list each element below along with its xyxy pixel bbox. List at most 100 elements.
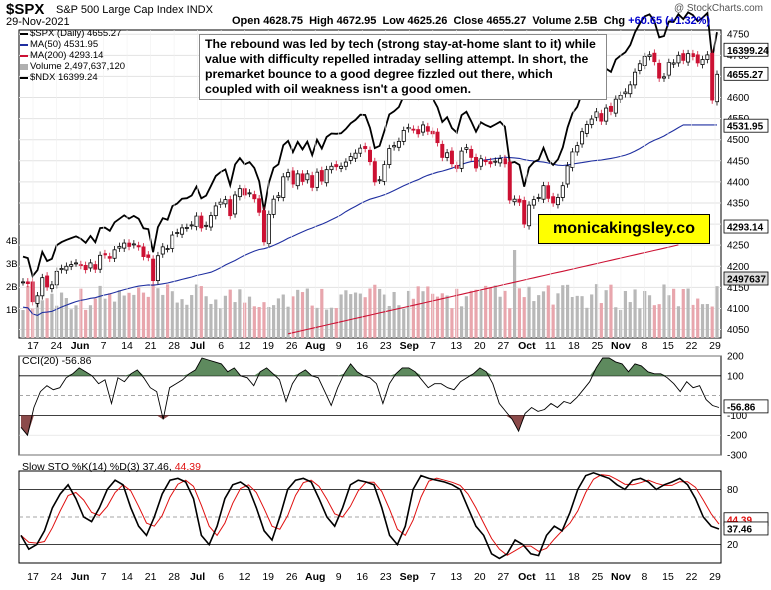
volume-bar bbox=[151, 284, 155, 338]
volume-bar bbox=[517, 288, 522, 338]
close-label: Close bbox=[453, 15, 484, 27]
candle-body bbox=[425, 126, 430, 132]
volume-bar bbox=[69, 309, 73, 338]
volume-bar bbox=[194, 284, 199, 338]
sto-d-badge: 44.39 bbox=[727, 515, 752, 526]
volume-bar bbox=[296, 289, 300, 338]
volume-bar bbox=[633, 289, 637, 338]
volume-bar bbox=[411, 298, 415, 338]
candle-body bbox=[117, 246, 122, 249]
candle-body bbox=[623, 91, 628, 95]
legend-entry: $NDX 16399.24 bbox=[20, 72, 125, 83]
volume-bar bbox=[127, 292, 131, 338]
sto-tick-label: 20 bbox=[727, 540, 739, 551]
volume-bar bbox=[450, 308, 454, 338]
volume-badge-box bbox=[723, 271, 769, 286]
volume-bar bbox=[464, 296, 468, 338]
candle-body bbox=[204, 224, 209, 227]
candle-body bbox=[271, 198, 276, 215]
cci-tick-label: -300 bbox=[727, 451, 747, 462]
volume-bar bbox=[112, 301, 117, 338]
volume-bar bbox=[686, 288, 690, 338]
x-tick-label: 12 bbox=[239, 571, 251, 583]
volume-bar bbox=[508, 308, 512, 338]
volume-bar bbox=[21, 310, 25, 338]
ma200-badge: 4293.14 bbox=[727, 223, 764, 234]
volume-bar bbox=[594, 284, 599, 338]
volume-bar bbox=[459, 306, 464, 338]
volume-bar bbox=[503, 290, 507, 338]
candle-body bbox=[604, 107, 609, 122]
candle-body bbox=[608, 105, 613, 112]
price-tick-label: 4350 bbox=[727, 198, 750, 209]
candle-body bbox=[88, 262, 93, 269]
volume-bar bbox=[175, 302, 179, 338]
x-tick-label: 7 bbox=[430, 340, 436, 352]
cci-badge-box bbox=[723, 399, 769, 414]
candle-body bbox=[49, 284, 54, 290]
volume-bar bbox=[257, 307, 261, 338]
volume-bar bbox=[363, 297, 367, 338]
candle-body bbox=[536, 197, 541, 199]
candle-body bbox=[290, 170, 295, 185]
candle-body bbox=[551, 196, 556, 204]
volume-bar bbox=[479, 290, 483, 338]
volume-bar bbox=[652, 305, 656, 338]
candle-body bbox=[459, 150, 464, 169]
candle-body bbox=[112, 249, 117, 259]
legend-swatch bbox=[20, 76, 28, 79]
volume-bar bbox=[281, 294, 285, 338]
volume-bar bbox=[488, 287, 493, 338]
x-tick-label: 24 bbox=[51, 571, 63, 583]
candle-body bbox=[25, 281, 30, 284]
candle-body bbox=[281, 176, 286, 198]
volume-bar bbox=[305, 288, 309, 338]
volume-bar bbox=[339, 294, 343, 338]
candle-body bbox=[324, 169, 329, 184]
volume-bar bbox=[26, 286, 30, 338]
candle-body bbox=[247, 192, 252, 195]
candle-body bbox=[493, 160, 498, 163]
cci-overbought-fill bbox=[21, 358, 719, 376]
candle-body bbox=[570, 151, 575, 168]
volume-bar bbox=[638, 308, 642, 338]
spx-badge: 4655.27 bbox=[727, 70, 764, 81]
sto-title: Slow STO %K(14) %D(3) 37.46, 44.39 bbox=[22, 461, 201, 473]
volume-bar bbox=[657, 304, 661, 338]
candle-body bbox=[266, 213, 271, 244]
volume-bar bbox=[382, 294, 387, 338]
volume-bar bbox=[546, 285, 550, 338]
candle-body bbox=[286, 172, 291, 178]
volume-bar bbox=[122, 295, 126, 338]
volume-bar bbox=[180, 299, 184, 338]
x-tick-label: 23 bbox=[380, 571, 392, 583]
volume-bar bbox=[141, 292, 146, 338]
candle-body bbox=[560, 185, 565, 198]
volume-bar bbox=[435, 296, 440, 338]
candle-body bbox=[223, 199, 228, 205]
volume-bar bbox=[238, 289, 242, 338]
volume-bar bbox=[252, 306, 256, 338]
x-tick-label: 19 bbox=[262, 340, 274, 352]
price-tick-label: 4750 bbox=[727, 30, 750, 41]
candle-body bbox=[155, 255, 160, 282]
volume-bar bbox=[74, 305, 78, 338]
ma50-badge: 4531.95 bbox=[727, 122, 764, 133]
volume-bar bbox=[696, 298, 700, 338]
volume-bar bbox=[228, 289, 232, 338]
x-tick-label: 16 bbox=[356, 571, 368, 583]
candle-body bbox=[180, 227, 185, 235]
x-tick-label: 15 bbox=[662, 571, 674, 583]
volume-bar bbox=[590, 294, 594, 338]
candle-body bbox=[363, 146, 368, 149]
candle-body bbox=[445, 152, 450, 158]
volume-bar bbox=[368, 288, 372, 338]
x-tick-label: 17 bbox=[27, 571, 39, 583]
volume-bar bbox=[50, 293, 54, 338]
candle-body bbox=[131, 243, 136, 246]
volume-bar bbox=[532, 301, 536, 338]
candle-body bbox=[584, 124, 589, 134]
volume-bar bbox=[445, 295, 449, 338]
candle-body bbox=[392, 145, 397, 148]
